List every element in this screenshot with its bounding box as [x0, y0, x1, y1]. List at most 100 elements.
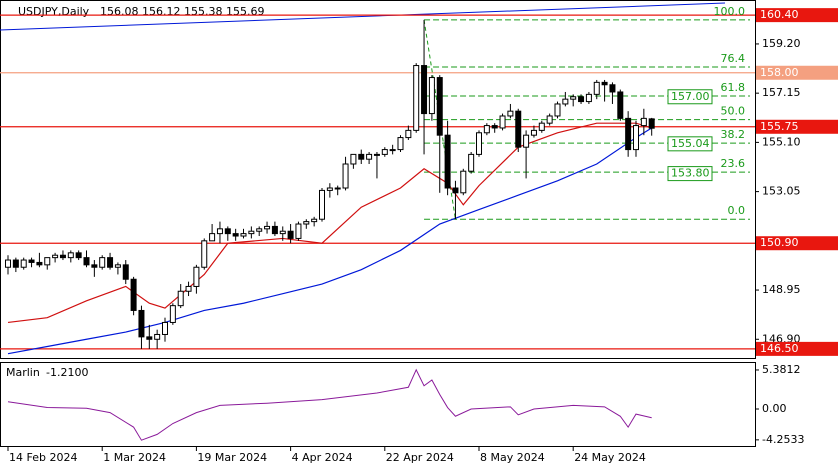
- candle-body: [99, 257, 106, 268]
- candle-body: [107, 257, 114, 268]
- y-tick-label: -4.2533: [762, 433, 804, 446]
- candle-body: [334, 187, 341, 190]
- candle-body: [609, 84, 616, 93]
- candle-body: [36, 261, 43, 266]
- candle-body: [523, 134, 530, 148]
- candle-body: [632, 125, 639, 151]
- header: USDJPY,Daily: [18, 5, 90, 18]
- candle-body: [373, 153, 380, 156]
- level-label: 158.00: [760, 66, 799, 79]
- fib-price-box: [667, 136, 713, 152]
- candle-body: [342, 163, 349, 189]
- level-label: 146.50: [760, 342, 799, 355]
- y-tick-label: 148.95: [762, 283, 801, 296]
- fib-label: 61.8: [721, 81, 746, 94]
- candle-body: [444, 134, 451, 189]
- candle-body: [554, 103, 561, 117]
- y-tick-label: 153.05: [762, 185, 801, 198]
- indicator-panel: [0, 362, 756, 447]
- candle-body: [546, 115, 553, 124]
- level-tag: [756, 8, 838, 23]
- candle-body: [232, 233, 239, 237]
- level-tag: [756, 236, 838, 251]
- level-tag: [756, 119, 838, 134]
- candle-body: [114, 264, 121, 268]
- candle-body: [562, 98, 569, 105]
- candle-body: [405, 129, 412, 139]
- candle-body: [224, 228, 231, 235]
- candle-body: [381, 149, 388, 155]
- symbol: USDJPY,Daily: [18, 5, 90, 18]
- candle-body: [12, 259, 19, 268]
- header-price: 156.12: [142, 5, 181, 18]
- trend-line: [0, 2, 726, 31]
- candle-body: [295, 223, 302, 239]
- candle-body: [640, 117, 647, 127]
- candle-body: [201, 240, 208, 268]
- candle-body: [428, 77, 435, 115]
- candle-body: [538, 122, 545, 131]
- candle-body: [154, 333, 161, 340]
- candle-body: [366, 153, 373, 160]
- x-tick-label: 24 May 2024: [574, 451, 646, 464]
- candle-body: [279, 230, 286, 235]
- fib-price-box: [667, 89, 713, 105]
- x-tick-label: 22 Apr 2024: [386, 451, 454, 464]
- candle-body: [52, 254, 59, 259]
- x-tick-label: 19 Mar 2024: [197, 451, 267, 464]
- candle-body: [436, 77, 443, 136]
- candle-body: [491, 125, 498, 129]
- candle-body: [475, 132, 482, 155]
- candle-body: [303, 221, 310, 225]
- fib-label: 50.0: [721, 105, 746, 118]
- candle-body: [483, 125, 490, 134]
- moving-average: [7, 127, 653, 355]
- header-price: 155.38: [184, 5, 223, 18]
- y-tick-label: 159.20: [762, 37, 801, 50]
- candle-body: [177, 290, 184, 307]
- candle-body: [499, 115, 506, 129]
- fib-label: 38.2: [721, 128, 746, 141]
- candle-body: [44, 257, 51, 266]
- candle-body: [185, 285, 192, 292]
- candle-body: [216, 228, 223, 235]
- candle-body: [460, 170, 467, 194]
- candle-body: [326, 187, 333, 191]
- x-tick-label: 8 May 2024: [480, 451, 545, 464]
- candle-body: [601, 81, 608, 86]
- x-tick-label: 4 Apr 2024: [292, 451, 353, 464]
- candle-body: [209, 233, 216, 242]
- candle-body: [397, 137, 404, 151]
- candle-body: [28, 259, 35, 263]
- candle-body: [350, 153, 357, 165]
- header-price: 156.08: [100, 5, 139, 18]
- main-panel: [0, 0, 756, 359]
- candle-body: [130, 278, 137, 311]
- candle-body: [389, 149, 396, 152]
- y-tick-label: 157.15: [762, 86, 801, 99]
- candle-body: [256, 228, 263, 232]
- fib-price: 153.80: [671, 167, 710, 180]
- candle-body: [319, 189, 326, 220]
- candle-body: [138, 309, 145, 338]
- candle-body: [146, 336, 153, 340]
- candle-body: [617, 91, 624, 119]
- candle-body: [91, 264, 98, 268]
- candle-body: [59, 254, 66, 259]
- candle-body: [248, 230, 255, 235]
- y-tick-label: 5.3812: [762, 363, 801, 376]
- candle-body: [570, 96, 577, 100]
- candle-body: [311, 218, 318, 223]
- candle-body: [421, 65, 428, 115]
- level-label: 150.90: [760, 236, 799, 249]
- candle-body: [358, 153, 365, 160]
- candle-body: [75, 252, 82, 259]
- level-label: 155.75: [760, 120, 799, 133]
- level-label: 160.40: [760, 8, 799, 21]
- candle-body: [240, 233, 247, 237]
- fib-price-box: [667, 166, 713, 182]
- candle-body: [67, 252, 74, 259]
- candle-body: [193, 266, 200, 287]
- candle-body: [169, 305, 176, 323]
